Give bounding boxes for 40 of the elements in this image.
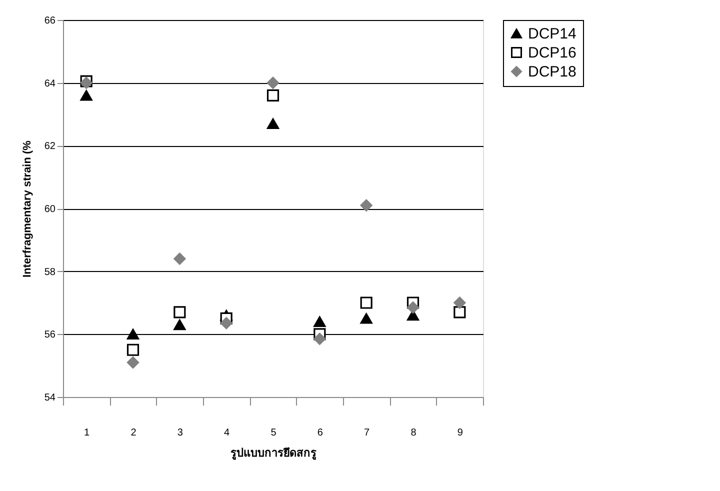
y-axis-title: Interfragmentary strain (%: [21, 140, 34, 278]
x-tick-label: 3: [177, 428, 184, 438]
point: [174, 252, 186, 265]
legend-label: DCP16: [528, 44, 576, 62]
point: [126, 356, 140, 368]
legend-label: DCP14: [528, 26, 576, 42]
point: [174, 319, 186, 330]
y-tick-label: 62: [44, 141, 56, 152]
point: [360, 313, 372, 324]
y-tick-label: 56: [44, 330, 56, 341]
x-tick-label: 1: [84, 428, 90, 438]
y-tick-label: 66: [44, 16, 56, 26]
point: [454, 296, 466, 309]
point: [220, 317, 232, 330]
point: [314, 332, 326, 345]
x-tick-label: 8: [410, 428, 417, 438]
point: [360, 199, 372, 212]
x-tick-label: 4: [224, 428, 230, 438]
x-tick-label: 9: [457, 428, 464, 438]
x-axis-title: รูปแบบการยึดสกรู: [230, 446, 316, 460]
point: [126, 344, 140, 356]
point: [126, 328, 140, 340]
y-tick-label: 60: [44, 204, 56, 215]
x-tick-label: 2: [130, 428, 137, 438]
point: [80, 90, 92, 101]
point: [360, 296, 372, 309]
point: [174, 306, 186, 318]
point: [406, 301, 420, 314]
point: [266, 76, 280, 89]
point: [266, 89, 280, 102]
y-tick-label: 58: [44, 266, 56, 278]
y-tick-label: 64: [44, 78, 56, 90]
y-tick-label: 54: [44, 392, 56, 404]
x-tick-label: 5: [270, 428, 277, 438]
point: [266, 118, 280, 130]
point: [314, 316, 326, 327]
x-tick-label: 7: [364, 428, 370, 438]
x-tick-label: 6: [317, 428, 324, 438]
point: [454, 306, 466, 318]
legend-label: DCP18: [528, 64, 576, 80]
